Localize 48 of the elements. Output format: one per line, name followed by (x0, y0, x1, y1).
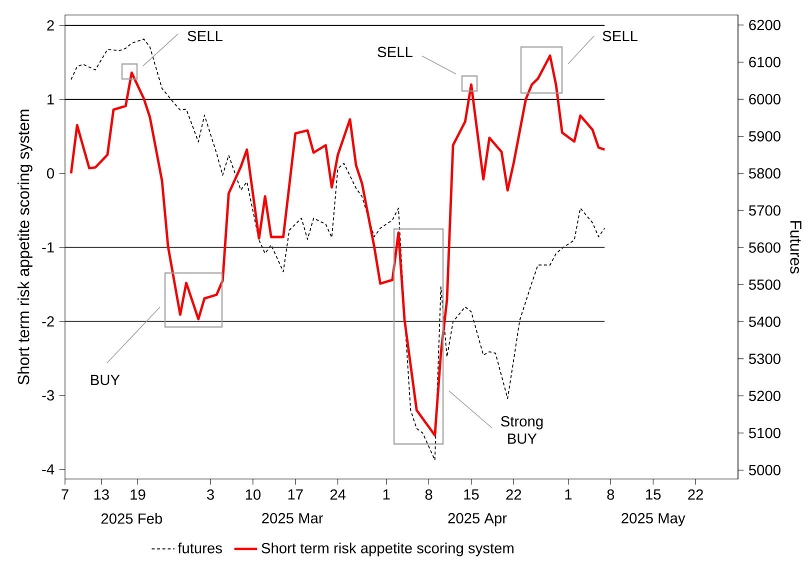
y2-tick-label: 5300 (748, 354, 780, 364)
text: 2025 Feb (101, 513, 162, 524)
y-tick-label: -2 (42, 316, 54, 326)
x-tick-label: 1 (565, 489, 572, 500)
y-tick-label: 1 (48, 94, 54, 104)
y-axis-title: Short term risk appetite scoring system (18, 110, 32, 385)
x-tick-label: 22 (506, 489, 522, 500)
text: 2025 Apr (448, 513, 507, 526)
y2-tick-label: 5500 (748, 279, 780, 290)
y-tick-label: -1 (42, 242, 54, 252)
annotation: SELL (602, 30, 638, 42)
y-tick-label: 0 (47, 168, 54, 179)
legend-label: futures (178, 542, 222, 554)
annotation: BUY (91, 374, 120, 386)
x-tick-label: 15 (646, 489, 661, 500)
annotation: SELL (378, 46, 412, 58)
y2-tick-label: 5900 (748, 131, 780, 142)
y2-tick-label: 6100 (749, 56, 780, 68)
legend-label: Short term risk appetite scoring system (262, 542, 514, 556)
y-tick-label: 2 (47, 20, 54, 30)
y2-tick-label: 5400 (748, 316, 780, 327)
y2-tick-label: 5100 (748, 428, 780, 438)
text: 2025 May (622, 513, 686, 526)
y2-tick-label: 5700 (748, 205, 780, 216)
x-tick-label: 22 (688, 489, 703, 500)
x-tick-label: 24 (330, 489, 346, 500)
annotation: SELL (188, 30, 222, 42)
y2-tick-label: 5000 (748, 464, 780, 476)
x-tick-label: 13 (94, 489, 109, 500)
x-tick-label: 8 (607, 489, 614, 500)
x-tick-label: 7 (62, 489, 68, 500)
x-tick-label: 3 (207, 489, 214, 500)
y2-tick-label: 5800 (748, 168, 780, 179)
x-tick-label: 15 (464, 489, 479, 500)
annotation: Strong BUY (501, 416, 543, 444)
x-tick-label: 8 (425, 489, 432, 500)
y2-tick-label: 6000 (749, 94, 780, 104)
y-tick-label: -3 (42, 390, 54, 401)
x-tick-label: 10 (246, 489, 261, 500)
text: 2025 Mar (262, 513, 324, 524)
y2-tick-label: 5200 (748, 390, 780, 402)
x-tick-label: 1 (383, 489, 390, 500)
y-tick-label: -4 (42, 464, 54, 474)
y2-tick-label: 6200 (749, 20, 780, 30)
x-tick-label: 17 (288, 489, 303, 500)
x-tick-label: 19 (130, 489, 146, 500)
y2-axis-title: Futures (790, 221, 802, 274)
y2-tick-label: 5600 (748, 242, 780, 253)
